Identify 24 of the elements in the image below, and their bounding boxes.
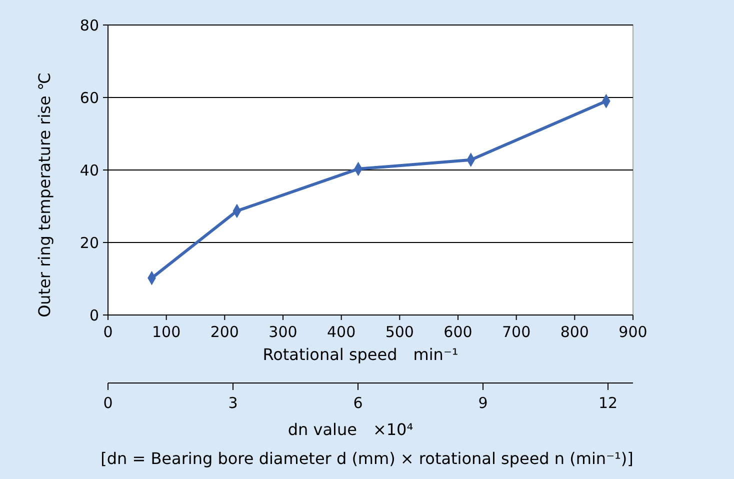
x-tick-label: 700 <box>502 323 531 341</box>
x-tick-label: 100 <box>152 323 181 341</box>
x-tick-label: 200 <box>210 323 239 341</box>
x2-tick-label: 3 <box>228 394 238 412</box>
text: [dn = Bearing bore diameter d (mm) × rotational speed n (min⁻¹)] <box>100 449 634 468</box>
x-tick-label: 500 <box>385 323 414 341</box>
x2-tick-label: 6 <box>353 394 363 412</box>
x-tick-label: 300 <box>268 323 298 341</box>
x-tick-label: 900 <box>618 323 648 341</box>
x-axis-title: Rotational speed min⁻¹ <box>262 345 458 364</box>
x-tick-label: 400 <box>327 323 356 341</box>
y-tick-label: 20 <box>80 234 99 252</box>
x-tick-label: 800 <box>560 323 589 341</box>
x-tick-label: 600 <box>444 323 472 341</box>
x2-axis-title: dn value ×10⁴ <box>288 420 414 439</box>
x2-tick-label: 12 <box>598 394 618 412</box>
y-axis-title: Outer ring temperature rise ℃ <box>35 72 54 318</box>
x2-tick-label: 0 <box>103 394 113 412</box>
x-tick-label: 0 <box>103 323 113 341</box>
y-tick-label: 60 <box>80 88 99 107</box>
x2-tick-label: 9 <box>478 394 488 412</box>
y-tick-label: 40 <box>80 161 99 180</box>
y-tick-label: 80 <box>80 16 99 34</box>
y-tick-label: 0 <box>89 306 99 324</box>
